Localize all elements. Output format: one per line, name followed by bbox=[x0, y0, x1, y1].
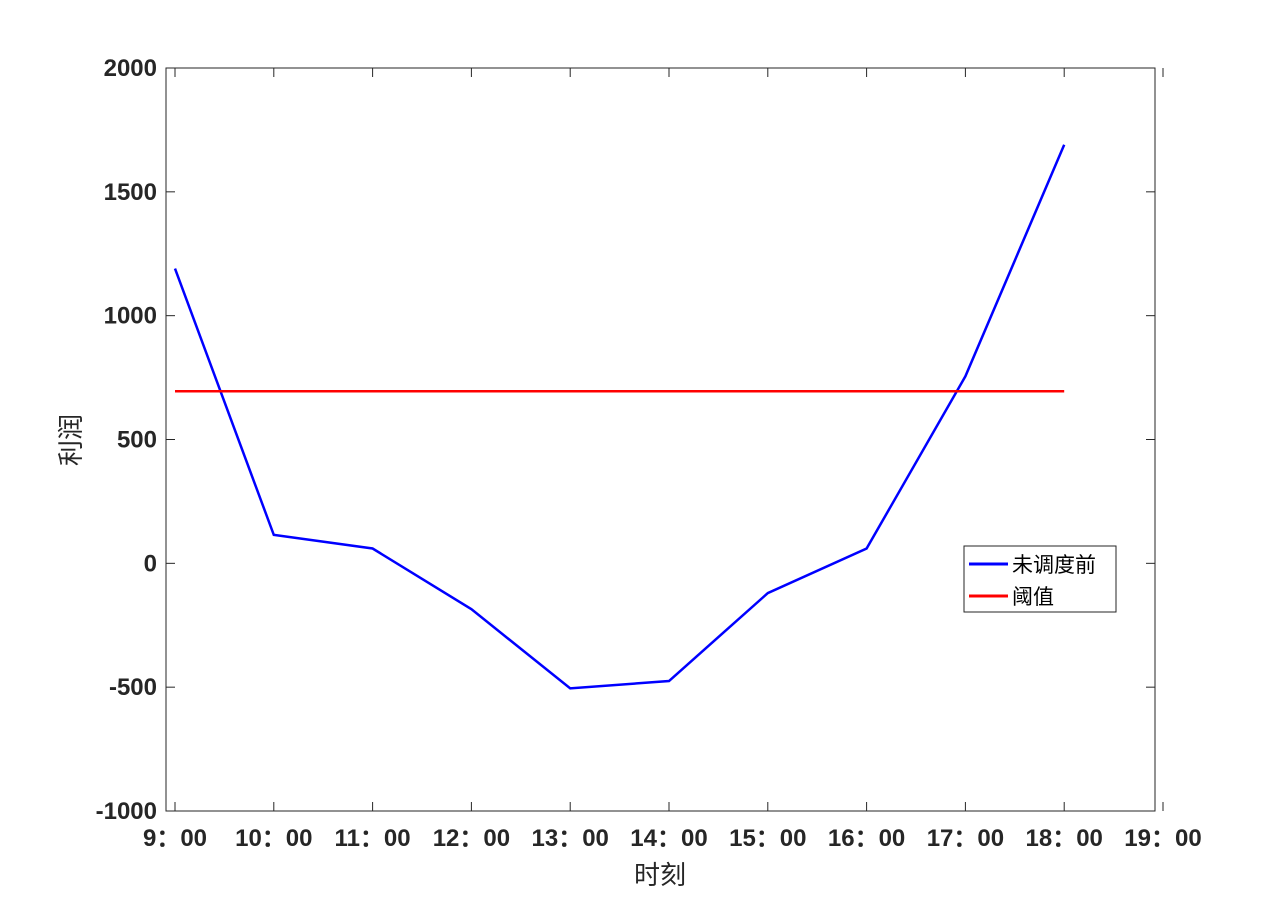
x-tick-label: 11：00 bbox=[335, 825, 411, 852]
x-tick-label: 17：00 bbox=[927, 825, 1004, 852]
x-tick-label: 9：00 bbox=[143, 825, 207, 852]
x-axis-title: 时刻 bbox=[634, 861, 686, 891]
x-tick-label: 13：00 bbox=[532, 825, 609, 852]
y-tick-label: 1500 bbox=[104, 179, 157, 206]
y-tick-labels: -1000 -500 0 500 1000 1500 2000 bbox=[96, 55, 157, 825]
x-tick-label: 16：00 bbox=[828, 825, 905, 852]
legend-label-series-2: 阈值 bbox=[1012, 585, 1054, 609]
x-tick-label: 14：00 bbox=[630, 825, 707, 852]
y-tick-label: 0 bbox=[144, 550, 157, 577]
plot-frame bbox=[165, 67, 1156, 812]
x-tick-label: 10：00 bbox=[235, 825, 312, 852]
y-tick-label: -1000 bbox=[96, 798, 157, 825]
series-lines bbox=[173, 144, 1066, 690]
x-tick-label: 19：00 bbox=[1124, 825, 1201, 852]
x-tick-label: 15：00 bbox=[729, 825, 806, 852]
plot-area bbox=[166, 68, 1155, 811]
y-axis-title: 利润 bbox=[57, 414, 87, 466]
legend-box bbox=[963, 545, 1117, 613]
y-tick-label: -500 bbox=[109, 674, 157, 701]
x-tick-label: 12：00 bbox=[433, 825, 510, 852]
y-tick-label: 1000 bbox=[104, 303, 157, 330]
x-tick-labels: 9：00 10：00 11：00 12：00 13：00 14：00 15：00 16：00 1… bbox=[143, 825, 1202, 852]
series-line-1 bbox=[173, 144, 1066, 690]
legend: 未调度前 阈值 bbox=[963, 545, 1117, 613]
y-tick-label: 500 bbox=[117, 427, 157, 454]
y-tick-label: 2000 bbox=[104, 55, 157, 82]
legend-label-series-1: 未调度前 bbox=[1012, 553, 1096, 577]
x-tick-label: 18：00 bbox=[1026, 825, 1103, 852]
